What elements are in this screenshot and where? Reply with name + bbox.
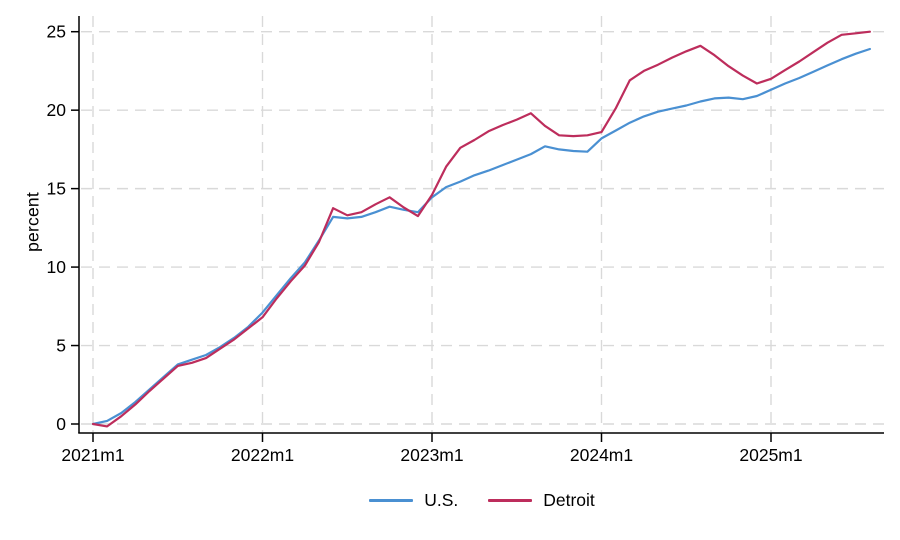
x-tick-label: 2021m1 [61, 445, 124, 465]
legend: U.S. Detroit [79, 487, 885, 513]
y-tick-label: 0 [56, 414, 66, 434]
x-tick-label: 2025m1 [739, 445, 802, 465]
x-tick-label: 2022m1 [231, 445, 294, 465]
y-tick-label: 20 [47, 100, 67, 120]
x-tick-label: 2023m1 [400, 445, 463, 465]
y-tick-label: 25 [47, 22, 66, 42]
detroit-line-swatch [488, 498, 533, 502]
series-line-detroit [91, 30, 872, 428]
legend-item-us: U.S. [369, 490, 458, 511]
legend-label-us: U.S. [424, 489, 459, 510]
y-tick-label: 10 [47, 257, 67, 277]
us-line-swatch [369, 498, 414, 502]
plot-area: 0 5 10 15 20 25 2021m1 2022m1 2023m1 2024m1 2025m1 [47, 16, 884, 465]
y-tick-label: 5 [56, 336, 66, 356]
y-tick-label: 15 [47, 179, 66, 199]
legend-label-detroit: Detroit [543, 489, 595, 510]
series-line-us [91, 47, 872, 426]
legend-item-detroit: Detroit [488, 490, 595, 511]
x-tick-label: 2024m1 [570, 445, 633, 465]
